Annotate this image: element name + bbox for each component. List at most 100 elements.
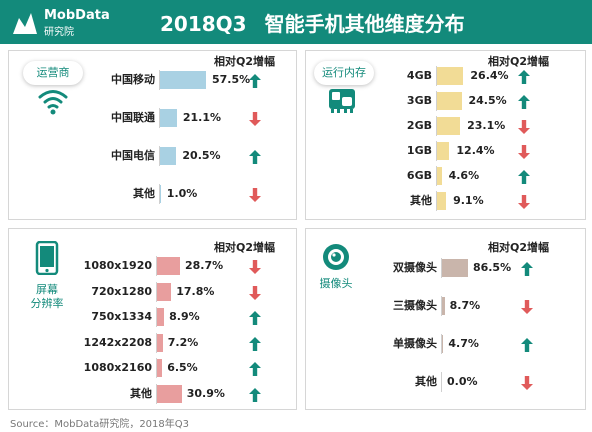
arrow-up-icon — [518, 169, 530, 184]
memory-label: 运行内存 — [314, 61, 374, 85]
carrier-row-value: 21.1% — [182, 111, 222, 124]
camera-row: 三摄像头 8.7% — [306, 296, 586, 316]
page-title: 2018Q3 智能手机其他维度分布 — [160, 8, 490, 37]
memory-row: 4GB 26.4% — [306, 66, 586, 86]
camera-row-bar — [442, 335, 444, 353]
camera-row-axis — [441, 334, 442, 354]
carrier-row-bar — [160, 147, 177, 165]
arrow-down-icon — [518, 119, 530, 134]
resolution-row-value: 30.9% — [186, 386, 225, 400]
logo-name: MobData — [44, 8, 110, 23]
camera-lens-icon — [323, 244, 349, 270]
carrier-row-bar — [160, 185, 161, 203]
memory-row-label: 6GB — [406, 169, 432, 182]
arrow-up-icon — [249, 149, 261, 164]
carrier-row-label: 中国电信 — [111, 149, 155, 162]
camera-row: 其他 0.0% — [306, 372, 586, 392]
memory-row-bar — [437, 167, 442, 185]
camera-column-header: 相对Q2增幅 — [488, 241, 550, 254]
resolution-row-axis — [156, 307, 157, 327]
logo-mark-icon — [13, 13, 37, 34]
memory-row-label: 4GB — [406, 69, 432, 82]
carrier-row-label: 其他 — [133, 187, 155, 200]
memory-row: 2GB 23.1% — [306, 116, 586, 136]
camera-row-axis — [441, 372, 442, 392]
camera-label: 摄像头 — [319, 277, 353, 290]
resolution-row-bar — [157, 257, 180, 275]
camera-row-label: 三摄像头 — [393, 299, 437, 312]
arrow-up-icon — [518, 69, 530, 84]
resolution-row: 其他 30.9% — [9, 383, 289, 404]
memory-row-axis — [436, 116, 437, 136]
arrow-down-icon — [249, 285, 261, 300]
camera-row: 双摄像头 86.5% — [306, 258, 586, 278]
smartphone-icon — [35, 241, 59, 275]
panel-memory: 运行内存 相对Q2增幅 4GB 26.4% 3GB 24.5% 2GB 23.1% 1GB 1… — [305, 50, 586, 220]
resolution-row-axis — [156, 256, 157, 276]
memory-row-axis — [436, 166, 437, 186]
resolution-row-bar — [157, 359, 163, 377]
carrier-row-axis — [159, 70, 160, 90]
arrow-up-icon — [249, 336, 261, 351]
source-note: Source：MobData研究院，2018年Q3 — [10, 419, 189, 430]
carrier-row-axis — [159, 146, 160, 166]
carrier-column-header: 相对Q2增幅 — [214, 55, 276, 68]
arrow-down-icon — [521, 299, 533, 314]
memory-row-value: 26.4% — [470, 69, 509, 82]
resolution-row: 1242x2208 7.2% — [9, 332, 289, 353]
camera-row-label: 其他 — [415, 375, 437, 388]
camera-row-label: 双摄像头 — [393, 261, 437, 274]
memory-row-label: 其他 — [410, 194, 432, 207]
resolution-row-label: 1242x2208 — [83, 335, 152, 349]
memory-row-axis — [436, 66, 437, 86]
resolution-row-label: 1080x2160 — [83, 361, 152, 374]
memory-row-bar — [437, 142, 450, 160]
resolution-row-bar — [157, 308, 165, 326]
camera-row-axis — [441, 296, 442, 316]
memory-row-value: 23.1% — [467, 119, 506, 132]
camera-row-axis — [441, 258, 442, 278]
resolution-row-axis — [156, 281, 157, 302]
memory-row-label: 3GB — [406, 94, 432, 107]
carrier-row: 中国联通 21.1% — [9, 108, 289, 128]
resolution-row: 1080x2160 6.5% — [9, 358, 289, 378]
resolution-row-axis — [156, 332, 157, 353]
resolution-row-label: 750x1334 — [91, 310, 152, 323]
resolution-row-value: 28.7% — [184, 259, 224, 272]
memory-row: 其他 9.1% — [306, 191, 586, 211]
resolution-row-bar — [157, 333, 163, 352]
resolution-column-header: 相对Q2增幅 — [214, 241, 276, 254]
carrier-label: 运营商 — [23, 61, 83, 85]
carrier-row-value: 1.0% — [166, 187, 198, 200]
camera-row-label: 单摄像头 — [393, 337, 437, 350]
resolution-row-value: 6.5% — [167, 361, 198, 374]
arrow-up-icon — [521, 337, 533, 352]
arrow-down-icon — [521, 375, 533, 390]
arrow-down-icon — [249, 111, 261, 126]
camera-row-value: 86.5% — [472, 261, 512, 274]
memory-row-axis — [436, 191, 437, 211]
resolution-row-label: 720x1280 — [91, 284, 152, 298]
arrow-up-icon — [249, 361, 261, 376]
memory-row-label: 1GB — [406, 144, 432, 157]
memory-row: 6GB 4.6% — [306, 166, 586, 186]
memory-row-label: 2GB — [406, 119, 432, 132]
carrier-row-axis — [159, 184, 160, 204]
resolution-label-line1: 屏幕 — [36, 283, 58, 296]
camera-row: 单摄像头 4.7% — [306, 334, 586, 354]
panel-resolution: 屏幕 分辨率 相对Q2增幅 1080x1920 28.7% 720x1280 17.8… — [8, 228, 297, 410]
resolution-row: 1080x1920 28.7% — [9, 256, 289, 276]
resolution-row-value: 17.8% — [176, 284, 215, 298]
carrier-row: 中国移动 57.5% — [9, 70, 289, 90]
arrow-down-icon — [518, 194, 530, 209]
arrow-up-icon — [249, 310, 261, 325]
arrow-up-icon — [521, 261, 533, 276]
title-quarter: 2018Q3 — [160, 12, 247, 36]
arrow-down-icon — [518, 144, 530, 159]
memory-row: 3GB 24.5% — [306, 91, 586, 111]
memory-row-value: 12.4% — [456, 144, 495, 157]
carrier-row-label: 中国移动 — [111, 73, 155, 86]
carrier-row-axis — [159, 108, 160, 128]
memory-row-value: 9.1% — [453, 194, 484, 207]
camera-row-value: 4.7% — [448, 337, 479, 350]
